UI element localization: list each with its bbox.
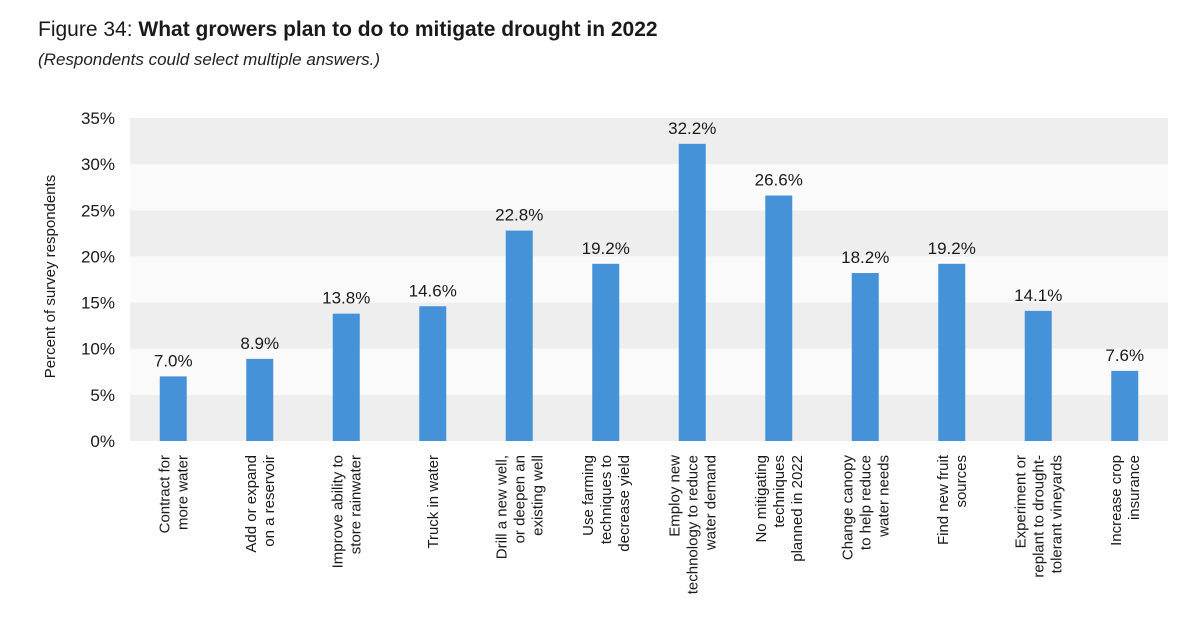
data-label: 19.2%	[928, 239, 976, 258]
x-tick-label-line: Change canopy	[839, 455, 856, 561]
x-tick-label: Add or expandon a reservoir	[243, 455, 278, 553]
x-tick-label-line: No mitigating	[753, 455, 770, 543]
data-label: 7.0%	[154, 351, 193, 370]
bar	[419, 306, 447, 441]
data-label: 8.9%	[240, 334, 279, 353]
x-tick-label-line: decrease yield	[616, 455, 633, 552]
data-label: 14.1%	[1014, 286, 1062, 305]
x-tick-label-line: techniques	[771, 455, 788, 528]
data-label: 13.8%	[322, 289, 370, 308]
x-tick-label-line: Drill a new well,	[493, 455, 510, 559]
x-tick-label: Truck in water	[425, 455, 442, 549]
x-tick-label-line: Increase crop	[1108, 455, 1125, 546]
chart-title-text: What growers plan to do to mitigate drou…	[138, 18, 658, 41]
chart-title: Figure 34: What growers plan to do to mi…	[38, 18, 658, 42]
y-tick-label: 0%	[90, 432, 115, 451]
data-label: 19.2%	[582, 239, 630, 258]
x-tick-label-line: Add or expand	[243, 455, 260, 553]
x-tick-label: Experiment orreplant to drought-tolerant…	[1012, 455, 1065, 578]
grid-band	[130, 256, 1168, 303]
x-tick-label-line: technology to reduce	[684, 455, 701, 594]
bar	[765, 195, 793, 441]
bar	[851, 273, 879, 441]
y-tick-label: 15%	[81, 294, 115, 313]
y-tick-label: 25%	[81, 201, 115, 220]
data-label: 32.2%	[668, 119, 716, 138]
x-tick-label: No mitigatingtechniquesplanned in 2022	[753, 455, 806, 562]
x-tick-label-line: existing well	[529, 455, 546, 536]
data-label: 26.6%	[755, 171, 803, 190]
y-axis-label: Percent of survey respondents	[42, 175, 59, 378]
y-tick-label: 30%	[81, 155, 115, 174]
grid-band	[130, 164, 1168, 211]
bar	[678, 143, 706, 441]
data-label: 18.2%	[841, 248, 889, 267]
x-tick-label-line: insurance	[1126, 455, 1143, 520]
x-tick-label-line: Employ new	[666, 455, 683, 537]
x-tick-label-line: more water	[174, 455, 191, 530]
data-label: 7.6%	[1105, 346, 1144, 365]
x-tick-label: Improve ability tostore rainwater	[329, 455, 364, 568]
x-tick-label-line: Find new fruit	[935, 454, 952, 545]
data-label: 22.8%	[495, 206, 543, 225]
x-tick-label: Use farmingtechniques todecrease yield	[580, 455, 633, 552]
grid-band	[130, 118, 1168, 165]
bar	[246, 358, 274, 441]
x-tick-label-line: to help reduce	[857, 455, 874, 550]
figure-number: Figure 34:	[38, 18, 139, 41]
x-tick-label-line: Use farming	[580, 455, 597, 536]
x-tick-label-line: Improve ability to	[329, 455, 346, 568]
x-tick-label: Drill a new well,or deepen anexisting we…	[493, 455, 546, 559]
chart-subtitle: (Respondents could select multiple answe…	[38, 50, 381, 69]
x-tick-label-line: Truck in water	[425, 455, 442, 549]
x-tick-label-line: Contract for	[156, 455, 173, 533]
x-tick-label: Employ newtechnology to reducewater dema…	[666, 455, 719, 594]
x-tick-label: Change canopyto help reducewater needs	[839, 455, 892, 561]
grid-band	[130, 348, 1168, 395]
y-tick-label: 10%	[81, 340, 115, 359]
x-tick-label-line: planned in 2022	[789, 455, 806, 562]
x-tick-label-line: Experiment or	[1012, 455, 1029, 548]
bar	[505, 230, 533, 441]
grid-band	[130, 394, 1168, 441]
y-tick-label: 20%	[81, 247, 115, 266]
bar	[592, 263, 620, 441]
bar	[332, 313, 360, 441]
bar	[159, 376, 187, 441]
x-tick-label-line: store rainwater	[347, 455, 364, 554]
x-tick-label-line: on a reservoir	[261, 455, 278, 547]
x-tick-label-line: water needs	[875, 455, 892, 538]
x-tick-label-line: tolerant vineyards	[1048, 455, 1065, 573]
grid-band	[130, 302, 1168, 349]
y-tick-label: 35%	[81, 109, 115, 128]
grid-band	[130, 210, 1168, 257]
bar	[1111, 370, 1139, 441]
x-tick-label: Contract formore water	[156, 455, 191, 533]
x-tick-label-line: water demand	[702, 455, 719, 551]
x-tick-label-line: or deepen an	[511, 455, 528, 543]
y-tick-label: 5%	[90, 386, 115, 405]
x-tick-label-line: techniques to	[598, 455, 615, 544]
data-label: 14.6%	[409, 281, 457, 300]
x-tick-label: Increase cropinsurance	[1108, 455, 1143, 546]
x-tick-label: Find new fruitsources	[935, 454, 970, 545]
bar	[1024, 310, 1052, 441]
bar	[938, 263, 966, 441]
x-tick-label-line: replant to drought-	[1030, 455, 1047, 578]
x-tick-label-line: sources	[953, 455, 970, 508]
